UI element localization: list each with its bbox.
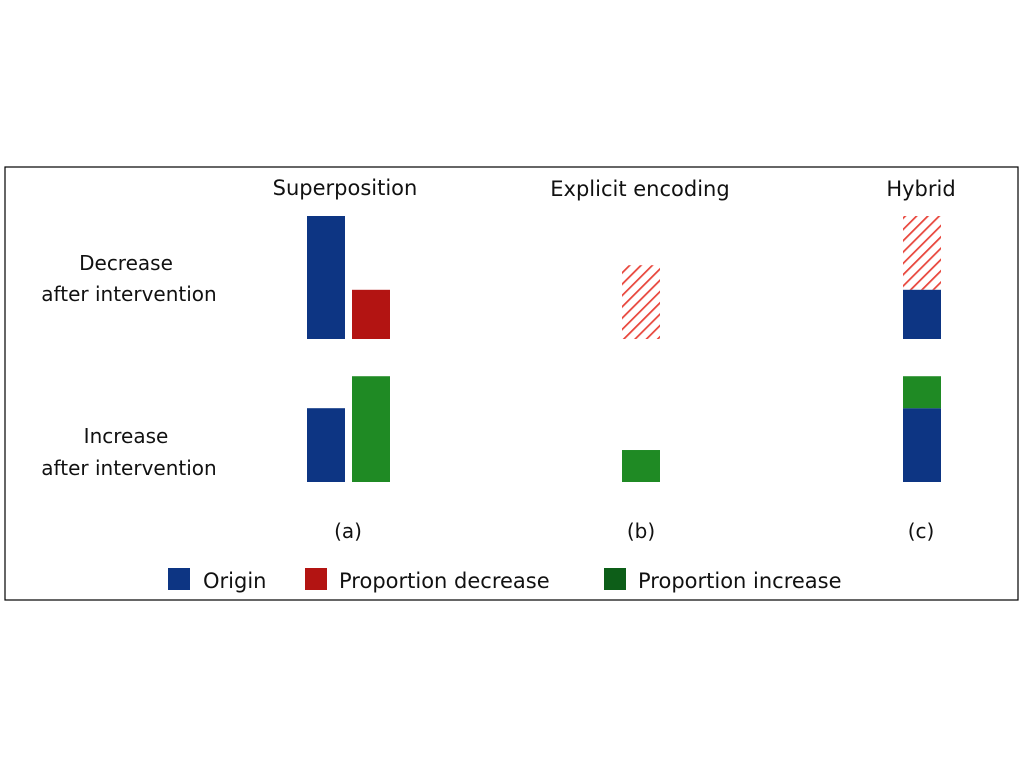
column-title-superposition: Superposition bbox=[273, 176, 418, 200]
legend-label-proportion-increase: Proportion increase bbox=[638, 569, 842, 593]
legend-label-origin: Origin bbox=[203, 569, 266, 593]
row-label-increase-line1: Increase bbox=[84, 424, 169, 448]
legend-swatch-origin bbox=[168, 568, 190, 590]
row-label-decrease-line2: after intervention bbox=[41, 282, 216, 306]
legend-swatch-proportion-decrease bbox=[305, 568, 327, 590]
panel-label-b: (b) bbox=[627, 519, 655, 543]
bar-a-decrease-proportion bbox=[352, 289, 390, 339]
figure-frame bbox=[4, 166, 1019, 601]
row-label-increase-line2: after intervention bbox=[41, 456, 216, 480]
row-label-decrease-line1: Decrease bbox=[79, 251, 173, 275]
panel-label-a: (a) bbox=[334, 519, 362, 543]
legend-swatch-proportion-increase bbox=[604, 568, 626, 590]
bar-c-increase-delta bbox=[903, 376, 941, 409]
bar-c-decrease-after bbox=[903, 289, 941, 339]
panel-label-c: (c) bbox=[908, 519, 935, 543]
column-title-explicit-encoding: Explicit encoding bbox=[550, 177, 729, 201]
bar-c-decrease-delta-hatched bbox=[903, 216, 941, 290]
bar-b-increase-delta bbox=[622, 450, 660, 482]
bar-c-increase-origin bbox=[903, 408, 941, 482]
bar-a-increase-origin bbox=[307, 408, 345, 482]
bar-a-increase-proportion bbox=[352, 376, 390, 482]
bar-a-decrease-origin bbox=[307, 216, 345, 339]
bar-b-decrease-delta-hatched bbox=[622, 265, 660, 339]
column-title-hybrid: Hybrid bbox=[886, 177, 955, 201]
legend-label-proportion-decrease: Proportion decrease bbox=[339, 569, 550, 593]
